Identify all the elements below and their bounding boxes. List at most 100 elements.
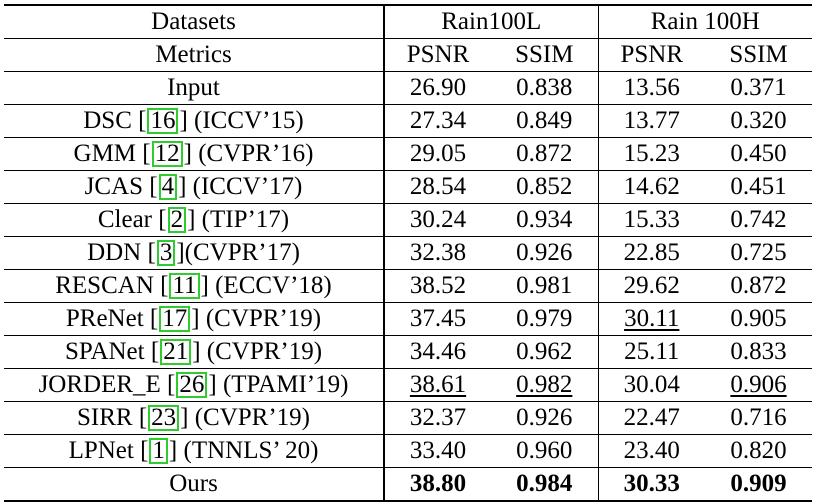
method-name: RESCAN <box>55 272 161 299</box>
value-cell: 0.371 <box>705 71 812 105</box>
citation-link[interactable]: 26 <box>176 372 208 398</box>
venue: (CVPR’19) <box>199 305 322 332</box>
method-name: Input <box>167 74 220 101</box>
method-name: Ours <box>169 470 218 497</box>
value-cell: 22.47 <box>598 401 705 435</box>
value-cell: 22.85 <box>598 236 705 270</box>
value-cell: 0.838 <box>491 71 599 105</box>
value-cell: 0.725 <box>705 236 812 270</box>
citation-link[interactable]: 2 <box>167 207 187 233</box>
table-row: JORDER_E [26] (TPAMI’19) 38.61 0.982 30.… <box>4 368 812 402</box>
method-name: LPNet <box>68 437 141 464</box>
method-cell: Input <box>4 71 385 105</box>
citation-link[interactable]: 23 <box>148 405 180 431</box>
table-row: JCAS [4] (ICCV’17) 28.54 0.852 14.62 0.4… <box>4 170 812 204</box>
value-cell: 25.11 <box>598 335 705 369</box>
citation-link[interactable]: 4 <box>158 174 178 200</box>
venue: (CVPR’16) <box>191 140 314 167</box>
method-cell: LPNet [1] (TNNLS’ 20) <box>4 434 385 468</box>
value-cell: 32.38 <box>384 236 491 270</box>
table-row: Clear [2] (TIP’17) 30.24 0.934 15.33 0.7… <box>4 203 812 237</box>
venue: (TPAMI’19) <box>216 371 349 398</box>
table-row: RESCAN [11] (ECCV’18) 38.52 0.981 29.62 … <box>4 269 812 303</box>
value-cell: 0.979 <box>491 302 599 336</box>
header-row-datasets: Datasets Rain100L Rain 100H <box>4 4 812 39</box>
header-row-metrics: Metrics PSNR SSIM PSNR SSIM <box>4 38 812 72</box>
value-cell: 0.820 <box>705 434 812 468</box>
table-row: GMM [12] (CVPR’16) 29.05 0.872 15.23 0.4… <box>4 137 812 171</box>
venue: (ECCV’18) <box>208 272 332 299</box>
venue: (CVPR’19) <box>200 338 323 365</box>
metric-psnr-1: PSNR <box>384 38 491 72</box>
method-cell: JCAS [4] (ICCV’17) <box>4 170 385 204</box>
value-cell-second-best: 0.906 <box>705 368 812 402</box>
value-cell-second-best: 30.11 <box>598 302 705 336</box>
comparison-table: Datasets Rain100L Rain 100H Metrics PSNR… <box>4 4 812 502</box>
value-cell: 34.46 <box>384 335 491 369</box>
dataset-rain100h: Rain 100H <box>598 4 812 39</box>
method-cell: RESCAN [11] (ECCV’18) <box>4 269 385 303</box>
method-cell: SPANet [21] (CVPR’19) <box>4 335 385 369</box>
value-cell: 33.40 <box>384 434 491 468</box>
venue: (CVPR’19) <box>188 404 311 431</box>
value-cell: 0.962 <box>491 335 599 369</box>
value-cell: 0.926 <box>491 401 599 435</box>
value-cell: 26.90 <box>384 71 491 105</box>
method-name: SIRR <box>76 404 139 431</box>
citation-link[interactable]: 1 <box>149 438 168 464</box>
value-cell: 0.926 <box>491 236 599 270</box>
dataset-rain100l: Rain100L <box>384 4 599 39</box>
venue: (ICCV’15) <box>187 107 304 134</box>
table-row: SPANet [21] (CVPR’19) 34.46 0.962 25.11 … <box>4 335 812 369</box>
table-row: Input 26.90 0.838 13.56 0.371 <box>4 71 812 105</box>
value-cell: 0.934 <box>491 203 599 237</box>
citation-link[interactable]: 17 <box>159 306 191 332</box>
method-name: SPANet <box>64 338 151 365</box>
citation-link[interactable]: 11 <box>169 273 200 299</box>
method-cell: GMM [12] (CVPR’16) <box>4 137 385 171</box>
citation-link[interactable]: 12 <box>151 141 183 167</box>
method-name: JCAS <box>84 173 150 200</box>
value-cell: 30.24 <box>384 203 491 237</box>
value-cell: 14.62 <box>598 170 705 204</box>
value-cell: 13.77 <box>598 104 705 138</box>
value-cell: 15.23 <box>598 137 705 171</box>
venue: (ICCV’17) <box>186 173 303 200</box>
value-cell: 0.849 <box>491 104 599 138</box>
value-cell: 0.981 <box>491 269 599 303</box>
method-cell: PReNet [17] (CVPR’19) <box>4 302 385 336</box>
value-cell: 0.960 <box>491 434 599 468</box>
venue: (TIP’17) <box>195 206 290 233</box>
value-cell: 38.52 <box>384 269 491 303</box>
value-cell: 32.37 <box>384 401 491 435</box>
method-name: JORDER_E <box>38 371 168 398</box>
table-row: DDN [3](CVPR’17) 32.38 0.926 22.85 0.725 <box>4 236 812 270</box>
table-row: DSC [16] (ICCV’15) 27.34 0.849 13.77 0.3… <box>4 104 812 138</box>
value-cell: 30.04 <box>598 368 705 402</box>
metric-ssim-2: SSIM <box>705 38 812 72</box>
value-cell: 37.45 <box>384 302 491 336</box>
value-cell: 13.56 <box>598 71 705 105</box>
citation-link[interactable]: 16 <box>147 108 179 134</box>
value-cell-second-best: 0.982 <box>491 368 599 402</box>
value-cell: 29.62 <box>598 269 705 303</box>
method-cell: DSC [16] (ICCV’15) <box>4 104 385 138</box>
value-cell: 0.872 <box>491 137 599 171</box>
method-name: GMM <box>73 140 143 167</box>
method-name: DSC <box>83 107 139 134</box>
datasets-label: Datasets <box>4 4 385 39</box>
citation-link[interactable]: 3 <box>156 240 176 266</box>
value-cell: 29.05 <box>384 137 491 171</box>
value-cell: 0.451 <box>705 170 812 204</box>
method-cell: JORDER_E [26] (TPAMI’19) <box>4 368 385 402</box>
value-cell: 0.716 <box>705 401 812 435</box>
citation-link[interactable]: 21 <box>160 339 192 365</box>
metrics-label: Metrics <box>4 38 385 72</box>
venue: (TNNLS’ 20) <box>177 437 319 464</box>
method-cell: DDN [3](CVPR’17) <box>4 236 385 270</box>
value-cell: 27.34 <box>384 104 491 138</box>
value-cell: 0.872 <box>705 269 812 303</box>
value-cell-second-best: 38.61 <box>384 368 491 402</box>
metric-ssim-1: SSIM <box>491 38 599 72</box>
table-row: LPNet [1] (TNNLS’ 20) 33.40 0.960 23.40 … <box>4 434 812 468</box>
